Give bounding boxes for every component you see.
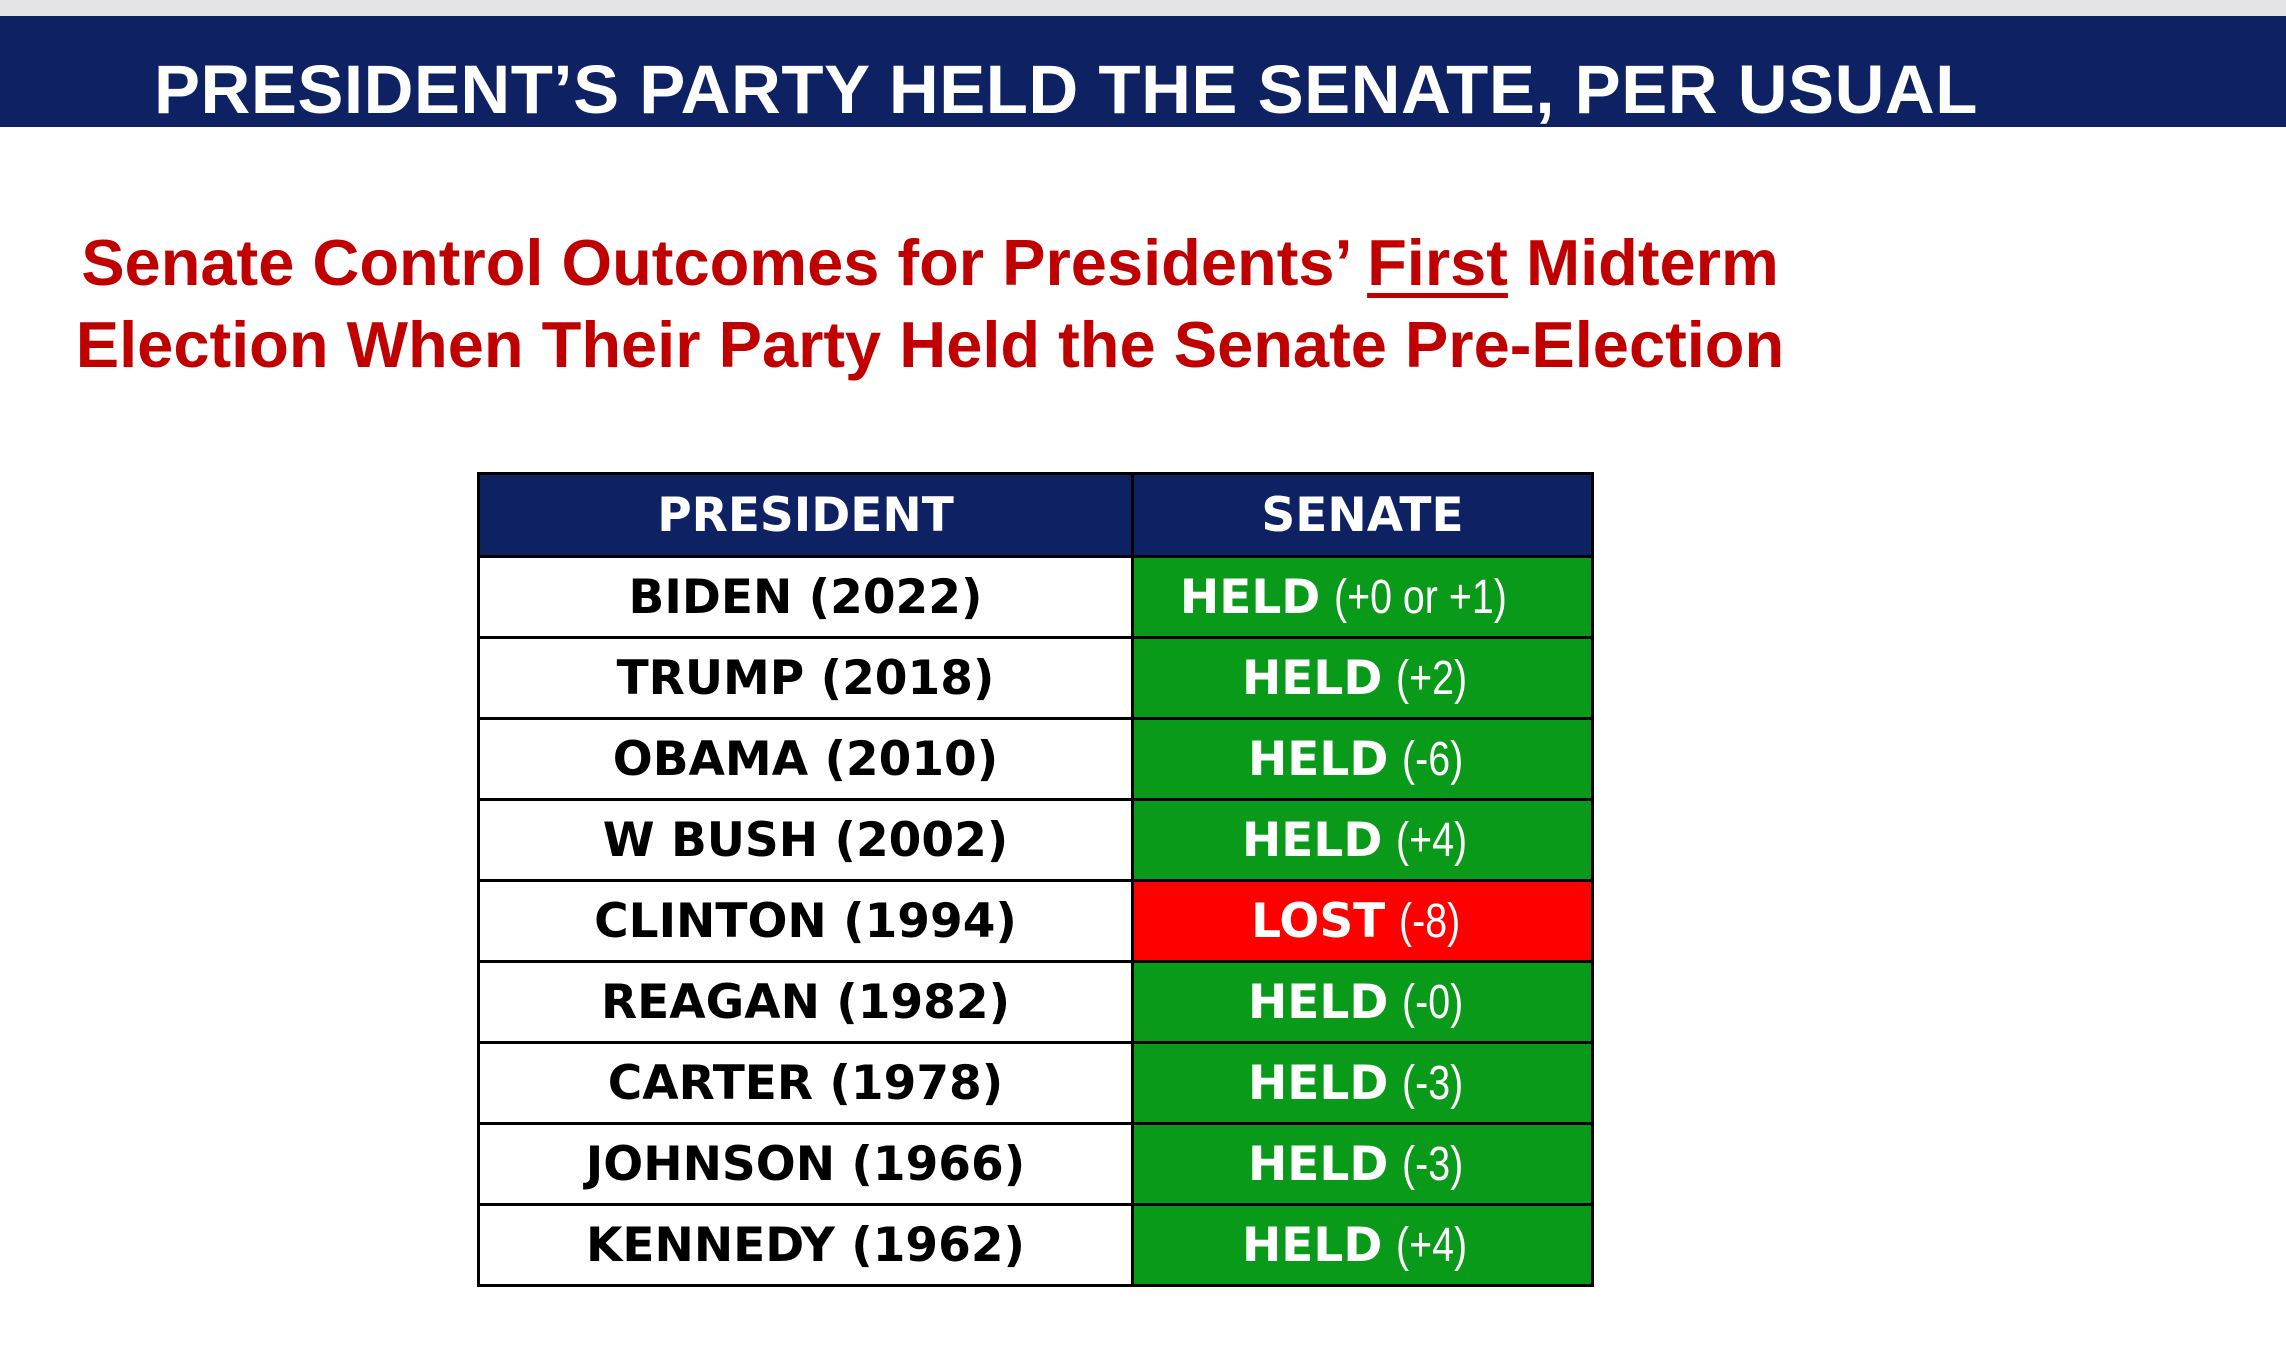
outcome-status: HELD [1247, 1136, 1389, 1192]
president-cell: JOHNSON (1966) [477, 1122, 1134, 1206]
subtitle-line2: Election When Their Party Held the Senat… [75, 308, 1785, 381]
seat-change: (+4) [1396, 813, 1468, 867]
subtitle-line1-start: Senate Control Outcomes for Presidents’ [81, 226, 1368, 299]
table-row: W BUSH (2002) HELD (+4) [477, 798, 1594, 882]
table-row: BIDEN (2022) HELD (+0 or +1) [477, 555, 1594, 639]
outcome-status: HELD [1241, 650, 1383, 706]
table-header-row: PRESIDENT SENATE [477, 472, 1594, 558]
seat-change: (-8) [1399, 894, 1461, 948]
table-row: CLINTON (1994) LOST (-8) [477, 879, 1594, 963]
senate-outcome-cell: HELD (+4) [1131, 798, 1594, 882]
outcome-status: HELD [1241, 1217, 1383, 1273]
subtitle-emphasis: First [1367, 226, 1508, 299]
senate-outcome-cell: HELD (-6) [1131, 717, 1594, 801]
senate-outcome-cell: HELD (-3) [1131, 1041, 1594, 1125]
seat-change: (+2) [1396, 651, 1468, 705]
chart-subtitle: Senate Control Outcomes for Presidents’ … [0, 222, 2073, 386]
senate-outcome-cell: LOST (-8) [1131, 879, 1594, 963]
table-row: OBAMA (2010) HELD (-6) [477, 717, 1594, 801]
table-row: CARTER (1978) HELD (-3) [477, 1041, 1594, 1125]
outcome-status: LOST [1251, 893, 1386, 949]
table-body: BIDEN (2022) HELD (+0 or +1) TRUMP (2018) HE… [477, 555, 1594, 1287]
outcome-status: HELD [1247, 1055, 1389, 1111]
seat-change: (-3) [1402, 1056, 1464, 1110]
table-row: JOHNSON (1966) HELD (-3) [477, 1122, 1594, 1206]
president-cell: REAGAN (1982) [477, 960, 1134, 1044]
president-cell: TRUMP (2018) [477, 636, 1134, 720]
column-header-president: PRESIDENT [477, 472, 1134, 558]
outcome-status: HELD [1247, 731, 1389, 787]
table-row: KENNEDY (1962) HELD (+4) [477, 1203, 1594, 1287]
seat-change: (-0) [1402, 975, 1464, 1029]
table-row: REAGAN (1982) HELD (-0) [477, 960, 1594, 1044]
senate-outcome-cell: HELD (+2) [1131, 636, 1594, 720]
outcome-status: HELD [1241, 812, 1383, 868]
page-title: PRESIDENT’S PARTY HELD THE SENATE, PER U… [154, 51, 1978, 128]
president-cell: CARTER (1978) [477, 1041, 1134, 1125]
senate-outcome-cell: HELD (+0 or +1) [1131, 555, 1594, 639]
title-banner: PRESIDENT’S PARTY HELD THE SENATE, PER U… [0, 16, 2286, 128]
president-cell: W BUSH (2002) [477, 798, 1134, 882]
outcome-status: HELD [1247, 974, 1389, 1030]
senate-outcome-cell: HELD (+4) [1131, 1203, 1594, 1287]
outcome-status: HELD [1179, 569, 1321, 625]
seat-change: (+4) [1396, 1218, 1468, 1272]
column-header-senate: SENATE [1131, 472, 1594, 558]
seat-change: (-6) [1402, 732, 1464, 786]
president-cell: CLINTON (1994) [477, 879, 1134, 963]
subtitle-line1-end: Midterm [1507, 226, 1779, 299]
senate-outcomes-table: PRESIDENT SENATE BIDEN (2022) HELD (+0 or … [477, 472, 1594, 1287]
top-strip [0, 0, 2286, 16]
president-cell: BIDEN (2022) [477, 555, 1134, 639]
president-cell: OBAMA (2010) [477, 717, 1134, 801]
seat-change: (+0 or +1) [1334, 570, 1508, 624]
senate-outcome-cell: HELD (-0) [1131, 960, 1594, 1044]
table-row: TRUMP (2018) HELD (+2) [477, 636, 1594, 720]
seat-change: (-3) [1402, 1137, 1464, 1191]
president-cell: KENNEDY (1962) [477, 1203, 1134, 1287]
senate-outcome-cell: HELD (-3) [1131, 1122, 1594, 1206]
